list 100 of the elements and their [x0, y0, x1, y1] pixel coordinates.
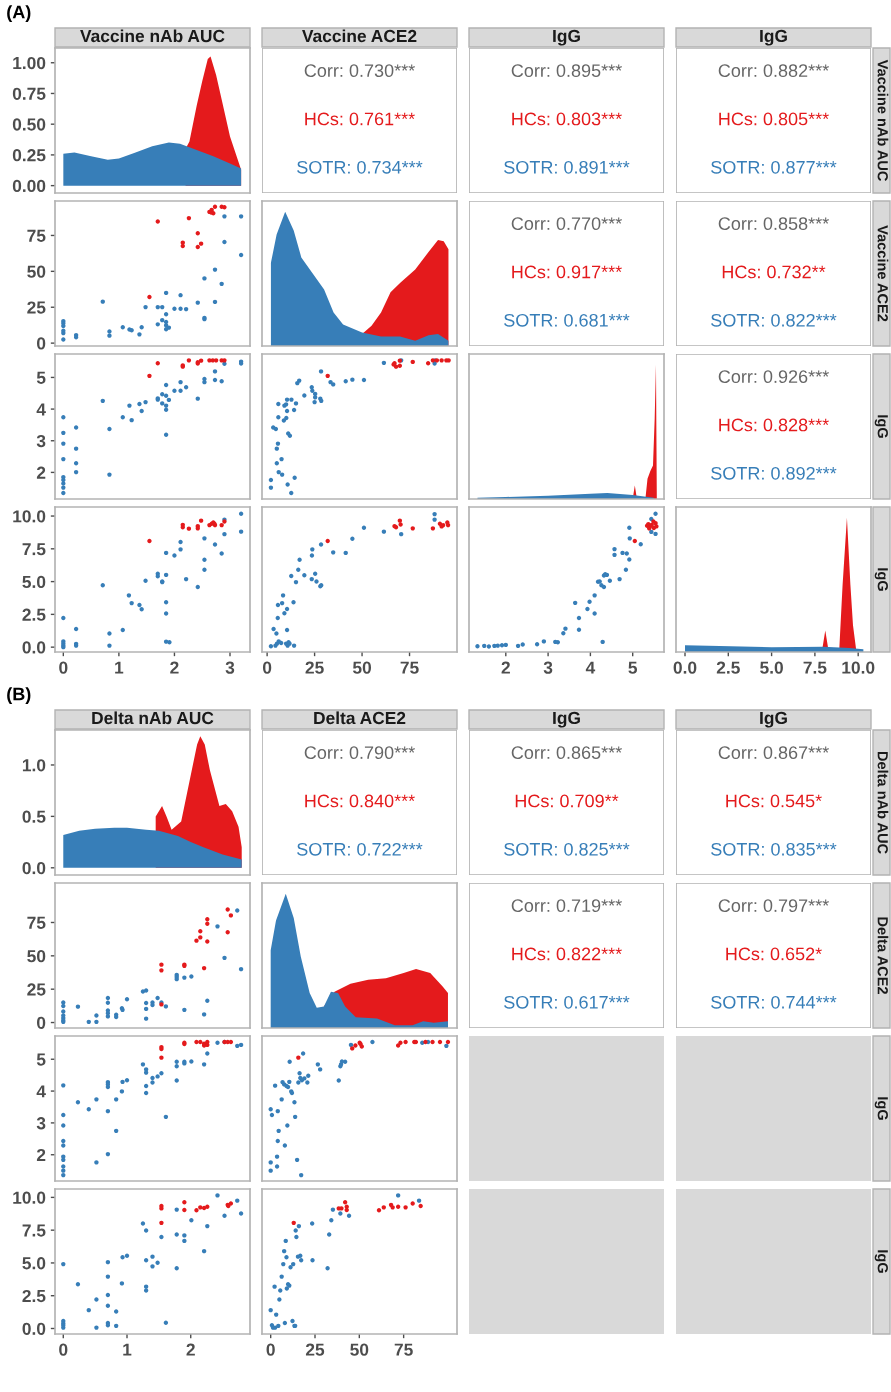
y-tick-label: 2.5: [22, 1289, 46, 1303]
x-tick-label: 75: [394, 1343, 413, 1356]
x-tick-label: 5.0: [760, 661, 783, 674]
y-tick-label: 5.0: [22, 1257, 46, 1270]
text: Corr: 0.797***: [718, 899, 829, 913]
text: IgG: [553, 711, 580, 728]
y-tick-label: 3: [36, 434, 46, 448]
text: SOTR: 0.835***: [711, 842, 837, 856]
y-tick-label: 1.0: [22, 759, 46, 772]
x-tick-label: 0: [59, 1343, 68, 1356]
text: (A): [7, 5, 31, 22]
text: Corr: 0.858***: [718, 217, 829, 231]
text: Vaccine nAb AUC: [877, 59, 889, 182]
y-tick-label: 0.25: [12, 149, 46, 162]
y-tick-label: 10.0: [13, 1191, 46, 1204]
text: (B): [7, 687, 31, 704]
x-tick-label: 5: [628, 661, 638, 674]
y-tick-label: 0.0: [22, 1322, 46, 1335]
x-tick-label: 2: [186, 1343, 195, 1356]
x-tick-label: 4: [585, 661, 596, 674]
x-tick-label: 0: [266, 1343, 275, 1356]
y-tick-label: 0.00: [12, 179, 46, 193]
text: IgG: [553, 29, 580, 46]
text: HCs: 0.652*: [726, 947, 822, 961]
chart-title: Delta nAb AUC: [92, 711, 214, 725]
text: Corr: 0.865***: [511, 746, 622, 760]
y-tick-label: 7.5: [22, 543, 46, 556]
text: IgG: [760, 711, 787, 728]
y-tick-label: 7.5: [22, 1224, 46, 1237]
x-tick-label: 25: [305, 1343, 325, 1356]
y-tick-label: 2: [36, 1148, 46, 1162]
text: SOTR: 0.734***: [297, 160, 423, 174]
y-tick-label: 1.00: [13, 56, 46, 70]
text: IgG: [874, 1250, 888, 1273]
x-tick-label: 1: [123, 1343, 132, 1356]
y-tick-label: 2.5: [22, 608, 46, 621]
y-tick-label: 75: [27, 916, 46, 929]
y-tick-label: 0: [37, 337, 46, 350]
text: Delta ACE2: [314, 711, 406, 725]
x-tick-label: 0: [59, 661, 68, 674]
text: HCs: 0.803***: [512, 112, 622, 126]
text: SOTR: 0.722***: [297, 842, 423, 856]
x-tick-label: 75: [400, 661, 419, 674]
y-tick-label: 2: [36, 466, 46, 479]
text: Delta ACE2: [877, 917, 889, 994]
x-tick-label: 0: [262, 661, 272, 674]
text: Vaccine ACE2: [877, 225, 889, 322]
text: Corr: 0.770***: [511, 217, 622, 231]
text: Vaccine ACE2: [302, 29, 417, 43]
y-tick-label: 50: [27, 265, 46, 278]
x-tick-label: 50: [352, 661, 372, 674]
x-tick-label: 1: [115, 661, 124, 674]
x-tick-label: 0.0: [673, 661, 697, 674]
y-tick-label: 25: [27, 301, 46, 314]
text: HCs: 0.709**: [515, 794, 619, 808]
text: Corr: 0.882***: [718, 64, 829, 78]
x-tick-label: 7.5: [803, 661, 827, 674]
text: Corr: 0.867***: [718, 746, 829, 760]
y-tick-label: 4: [36, 403, 46, 416]
x-tick-label: 25: [305, 661, 324, 674]
chart-title: Vaccine nAb AUC: [80, 29, 225, 43]
text: Corr: 0.926***: [718, 370, 829, 384]
text: SOTR: 0.891***: [504, 160, 630, 174]
x-tick-label: 2: [170, 661, 179, 674]
text: Corr: 0.790***: [304, 746, 415, 760]
x-tick-label: 50: [350, 1343, 369, 1356]
y-tick-label: 0.0: [22, 861, 46, 875]
text: SOTR: 0.892***: [711, 466, 837, 480]
y-tick-label: 0.75: [12, 87, 46, 100]
y-tick-label: 0.50: [12, 118, 46, 131]
text: HCs: 0.840***: [305, 794, 415, 808]
y2-axis-title: IgG: [874, 568, 888, 591]
y-tick-label: 50: [27, 950, 46, 963]
text: SOTR: 0.681***: [504, 313, 630, 327]
y-tick-label: 25: [27, 983, 46, 996]
y-tick-label: 0: [37, 1016, 46, 1029]
y-tick-label: 5.0: [22, 575, 46, 589]
text: IgG: [874, 1097, 888, 1120]
text: SOTR: 0.822***: [711, 313, 837, 327]
text: HCs: 0.805***: [719, 112, 829, 126]
text: SOTR: 0.744***: [711, 995, 837, 1009]
text: IgG: [760, 29, 787, 46]
text: Corr: 0.895***: [511, 64, 622, 78]
y-tick-label: 0.0: [22, 641, 46, 654]
y-tick-label: 4: [36, 1085, 46, 1098]
x-tick-label: 2: [501, 661, 510, 674]
x-tick-label: 2.5: [716, 661, 740, 674]
text: HCs: 0.761***: [305, 112, 415, 126]
y-tick-label: 5: [36, 1053, 46, 1066]
text: HCs: 0.828***: [719, 418, 829, 432]
text: Corr: 0.719***: [511, 899, 622, 913]
y-tick-label: 3: [36, 1117, 46, 1130]
y-tick-label: 5: [36, 371, 46, 384]
x-tick-label: 10.0: [842, 661, 875, 674]
text: HCs: 0.917***: [512, 265, 622, 279]
text: HCs: 0.822***: [512, 947, 622, 961]
text: Delta nAb AUC: [877, 751, 889, 854]
text: IgG: [874, 415, 888, 438]
text: HCs: 0.732**: [722, 265, 826, 279]
y-tick-label: 75: [27, 229, 46, 242]
